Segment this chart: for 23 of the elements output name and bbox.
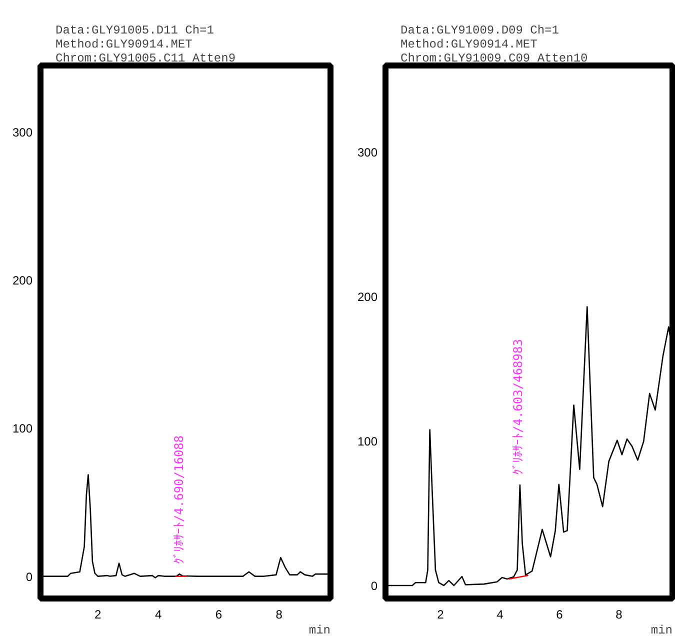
x-tick-label: 8	[276, 608, 283, 622]
y-tick-label: 100	[12, 422, 33, 436]
x-tick-label: 2	[437, 608, 444, 622]
x-tick-label: 6	[556, 608, 564, 622]
x-axis-title: min	[650, 624, 673, 637]
x-tick-label: 4	[496, 608, 504, 622]
y-tick-label: 200	[12, 274, 33, 288]
x-tick-label: 8	[616, 608, 623, 622]
chart-title: Data:GLY91009.D09 Ch=1 Method:GLY90914.MET Chrom:GLY91009.C09 Atten10	[400, 24, 588, 66]
x-tick-label: 6	[215, 608, 222, 622]
x-axis-title: min	[308, 624, 331, 637]
line-series	[386, 306, 672, 586]
y-tick-label: 0	[26, 570, 33, 584]
chart-title: Data:GLY91005.D11 Ch=1 Method:GLY90914.MET Chrom:GLY91005.C11 Atten9	[56, 24, 236, 66]
x-tick-label: 4	[154, 608, 162, 622]
y-tick-label: 200	[357, 290, 378, 304]
annotation: ｸﾞﾘﾎｻｰﾄ/4.603/468983	[510, 339, 525, 475]
x-tick-label: 2	[94, 608, 102, 622]
y-tick-label: 100	[357, 434, 378, 449]
y-tick-label: 0	[370, 579, 378, 593]
annotation: ｸﾞﾘﾎｻｰﾄ/4.690/16088	[172, 435, 186, 564]
y-tick-label: 300	[357, 146, 378, 160]
y-tick-label: 300	[12, 126, 33, 140]
